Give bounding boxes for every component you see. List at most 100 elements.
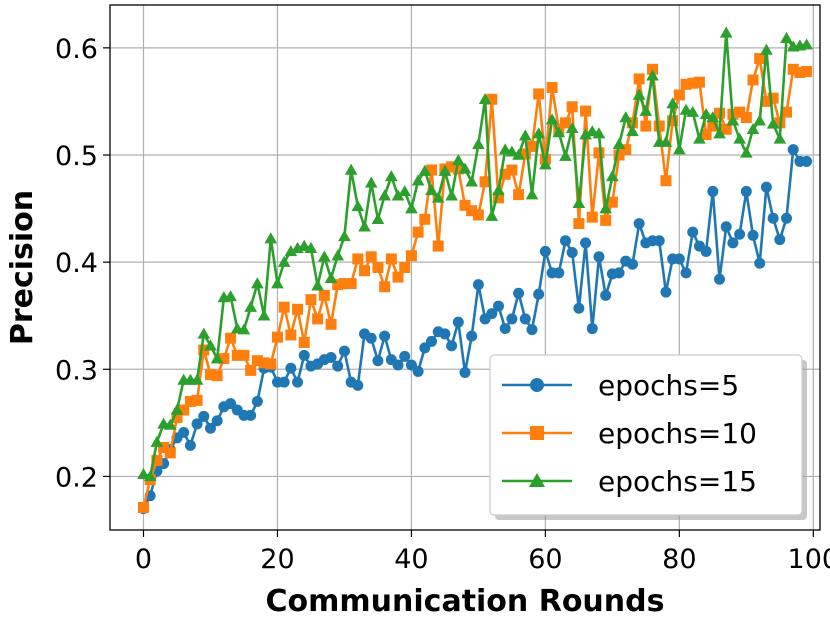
data-point [546, 82, 558, 93]
data-point [411, 174, 425, 186]
data-point [451, 154, 465, 166]
data-point [331, 249, 345, 261]
data-point [580, 237, 592, 249]
data-point [292, 376, 304, 388]
data-point [707, 120, 719, 132]
data-point [646, 69, 659, 81]
data-point [747, 74, 759, 86]
data-point [258, 357, 270, 369]
data-point [257, 309, 271, 321]
data-point [660, 286, 672, 298]
data-point [600, 289, 612, 301]
data-point [392, 271, 404, 283]
data-point [766, 117, 780, 129]
data-point [184, 395, 196, 407]
data-point [613, 149, 625, 161]
data-point [699, 107, 713, 120]
data-point [224, 290, 237, 302]
data-point [338, 278, 350, 290]
data-point [211, 415, 223, 427]
x-axis-label: Communication Rounds [266, 584, 665, 619]
data-point [700, 245, 712, 257]
data-point [740, 112, 752, 123]
data-point [486, 93, 498, 105]
data-point [305, 294, 317, 306]
data-point [438, 164, 452, 176]
series-line [142, 148, 807, 510]
data-point [178, 427, 190, 438]
data-point [767, 212, 779, 224]
legend-item: epochs=15 [502, 465, 757, 498]
data-point [312, 313, 324, 325]
tick-layer: 0 20 40 60 80 100 0.2 0.3 0.4 0.5 0.6 [55, 34, 830, 575]
data-point [365, 332, 377, 344]
data-point [251, 355, 263, 367]
data-point [352, 253, 364, 265]
x-tick-label: 80 [662, 544, 696, 575]
y-tick-label: 0.3 [55, 355, 98, 386]
data-point [512, 148, 525, 160]
data-point [278, 301, 290, 313]
data-point [492, 192, 504, 204]
data-point [499, 168, 511, 180]
data-point [479, 176, 491, 188]
data-point [198, 344, 210, 356]
data-point [714, 273, 726, 285]
data-point [392, 359, 404, 371]
data-point [332, 279, 344, 291]
data-point [781, 106, 793, 118]
y-tick-label: 0.5 [55, 141, 98, 172]
legend-label: epochs=10 [598, 417, 757, 450]
data-point [344, 163, 358, 175]
data-point [773, 132, 787, 144]
legend: epochs=5 epochs=10 epochs=15 [489, 354, 807, 520]
data-point [163, 418, 177, 430]
data-point [358, 220, 371, 232]
data-point [760, 95, 772, 107]
data-point [566, 247, 578, 258]
data-point [713, 127, 726, 139]
data-point [666, 97, 679, 109]
data-point [418, 164, 432, 176]
data-point [359, 265, 371, 277]
data-point [191, 418, 203, 430]
x-tick-label: 40 [394, 544, 428, 575]
data-point [585, 125, 599, 137]
data-point [425, 184, 438, 196]
plot-frame [109, 4, 821, 531]
data-point [365, 251, 377, 263]
data-point [726, 114, 740, 126]
data-point [506, 313, 518, 325]
data-point [345, 278, 357, 290]
data-point [379, 281, 391, 293]
data-point [452, 316, 464, 328]
data-point [245, 364, 257, 376]
data-point [439, 328, 451, 340]
data-point [580, 105, 592, 117]
data-point [498, 143, 512, 155]
data-point [734, 228, 746, 240]
data-point [539, 245, 551, 257]
data-point [518, 129, 532, 141]
data-point [620, 144, 632, 156]
data-point [774, 234, 786, 246]
data-point [472, 137, 485, 150]
data-point [351, 200, 365, 212]
data-point [325, 318, 337, 330]
data-point [431, 191, 445, 203]
data-point [452, 163, 464, 175]
data-point [472, 209, 484, 221]
data-point [204, 339, 217, 351]
data-point [579, 128, 592, 140]
data-point [231, 349, 243, 361]
data-point [385, 253, 397, 265]
legend-item: epochs=10 [502, 417, 757, 450]
data-point [446, 340, 458, 352]
data-point [573, 302, 585, 314]
data-point [720, 221, 732, 233]
data-point [284, 245, 298, 257]
data-point [245, 409, 257, 421]
data-point [720, 123, 732, 135]
data-point [532, 127, 546, 139]
